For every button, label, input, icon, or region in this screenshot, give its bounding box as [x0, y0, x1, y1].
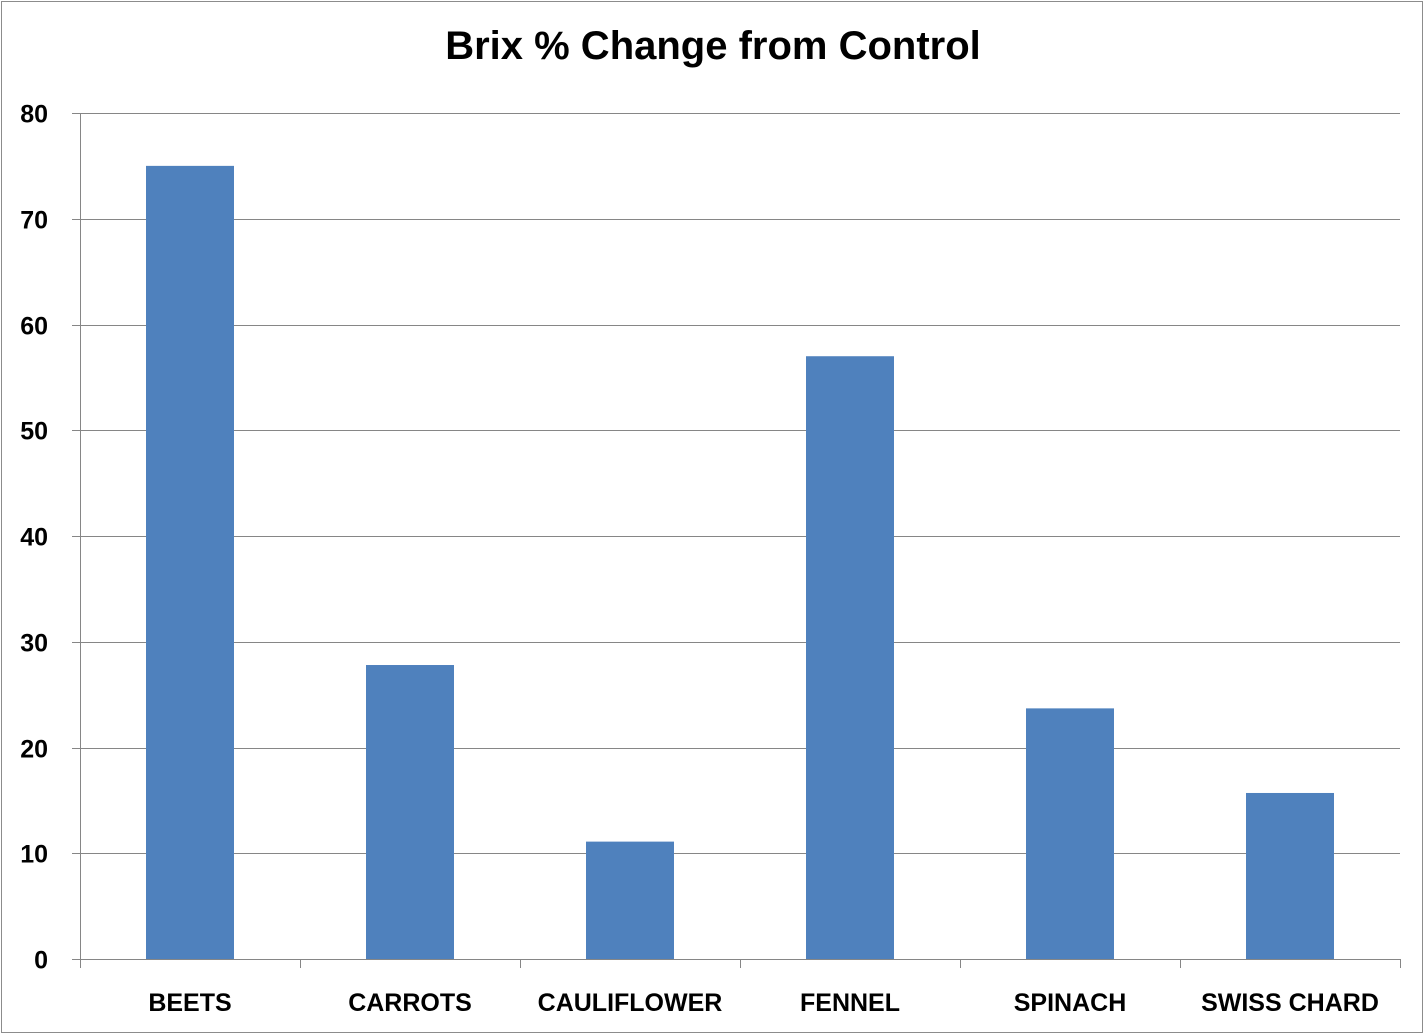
bar-carrots [366, 665, 454, 959]
bar-swiss-chard [1246, 792, 1334, 959]
y-tick-label: 80 [20, 101, 48, 129]
bar-beets [146, 165, 234, 959]
axes [72, 113, 1401, 968]
chart-title: Brix % Change from Control [445, 24, 981, 68]
y-tick-label: 20 [20, 736, 48, 764]
y-tick-label: 50 [20, 418, 48, 446]
y-tick-label: 30 [20, 630, 48, 658]
x-category-label: SWISS CHARD [1201, 989, 1379, 1017]
x-category-label: CAULIFLOWER [538, 989, 723, 1017]
axis-labels: 0 10 20 30 40 50 60 70 80 BEETS CARROTS CAULIFLOWER… [20, 101, 1379, 1018]
x-category-label: BEETS [148, 989, 231, 1017]
x-category-label: FENNEL [800, 989, 900, 1017]
y-tick-label: 10 [20, 841, 48, 869]
bar-fennel [806, 356, 894, 960]
y-tick-label: 60 [20, 313, 48, 341]
x-category-label: SPINACH [1014, 989, 1127, 1017]
y-tick-label: 40 [20, 524, 48, 552]
bar-spinach [1026, 708, 1114, 959]
bar-cauliflower [586, 841, 674, 959]
y-tick-label: 0 [34, 947, 48, 975]
x-category-label: CARROTS [348, 989, 472, 1017]
y-tick-label: 70 [20, 207, 48, 235]
gridlines [80, 113, 1400, 854]
bars [146, 165, 1334, 960]
